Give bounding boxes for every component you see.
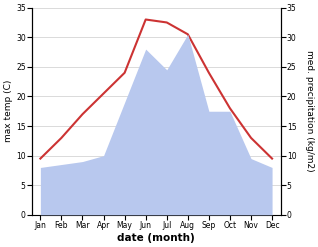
Y-axis label: med. precipitation (kg/m2): med. precipitation (kg/m2) [305,50,314,172]
Y-axis label: max temp (C): max temp (C) [4,80,13,143]
X-axis label: date (month): date (month) [117,233,195,243]
